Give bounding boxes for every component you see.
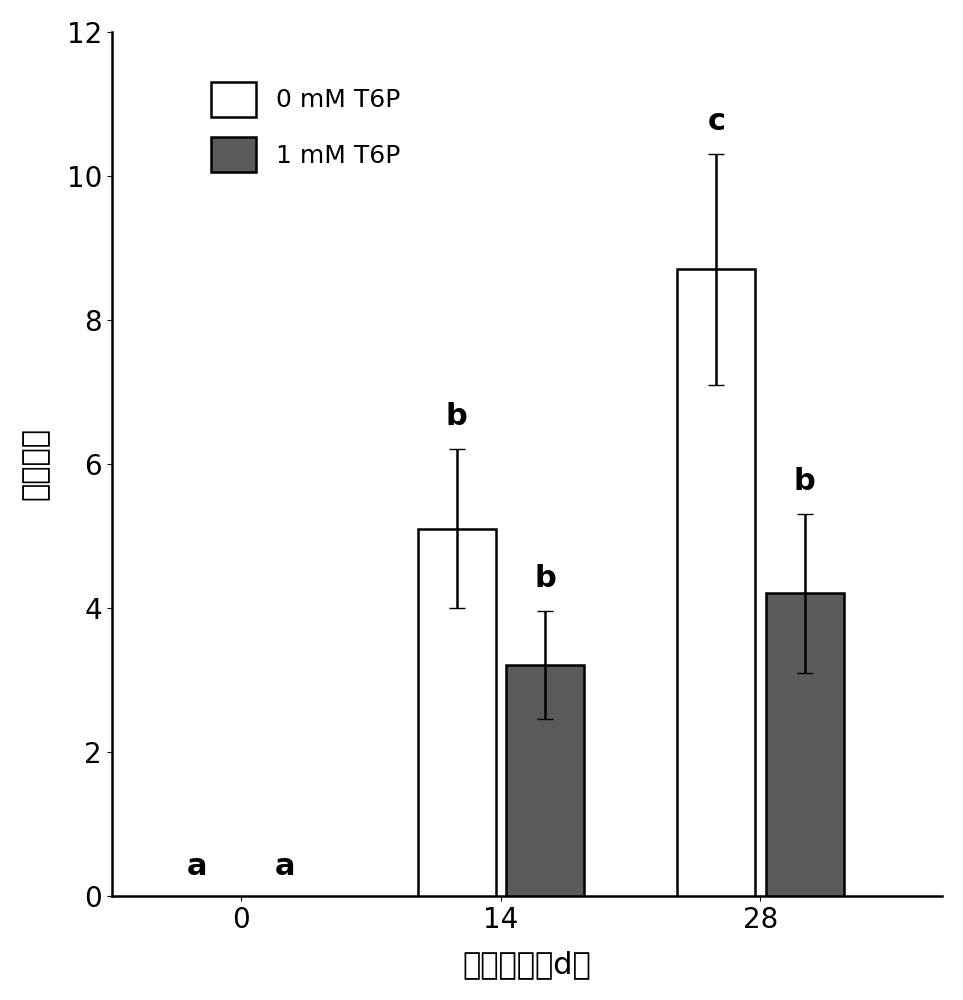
Bar: [418, 529, 496, 896]
Y-axis label: 发病级别: 发病级别: [21, 427, 50, 500]
Text: b: b: [446, 402, 468, 431]
Text: a: a: [275, 852, 296, 881]
Bar: [677, 269, 755, 896]
Text: a: a: [187, 852, 207, 881]
Bar: [507, 665, 584, 896]
Text: b: b: [534, 564, 556, 593]
Text: c: c: [708, 107, 725, 136]
Text: b: b: [794, 467, 816, 496]
X-axis label: 接菌时间（d）: 接菌时间（d）: [462, 950, 591, 979]
Legend: 0 mM T6P, 1 mM T6P: 0 mM T6P, 1 mM T6P: [191, 62, 420, 192]
Bar: [766, 593, 844, 896]
